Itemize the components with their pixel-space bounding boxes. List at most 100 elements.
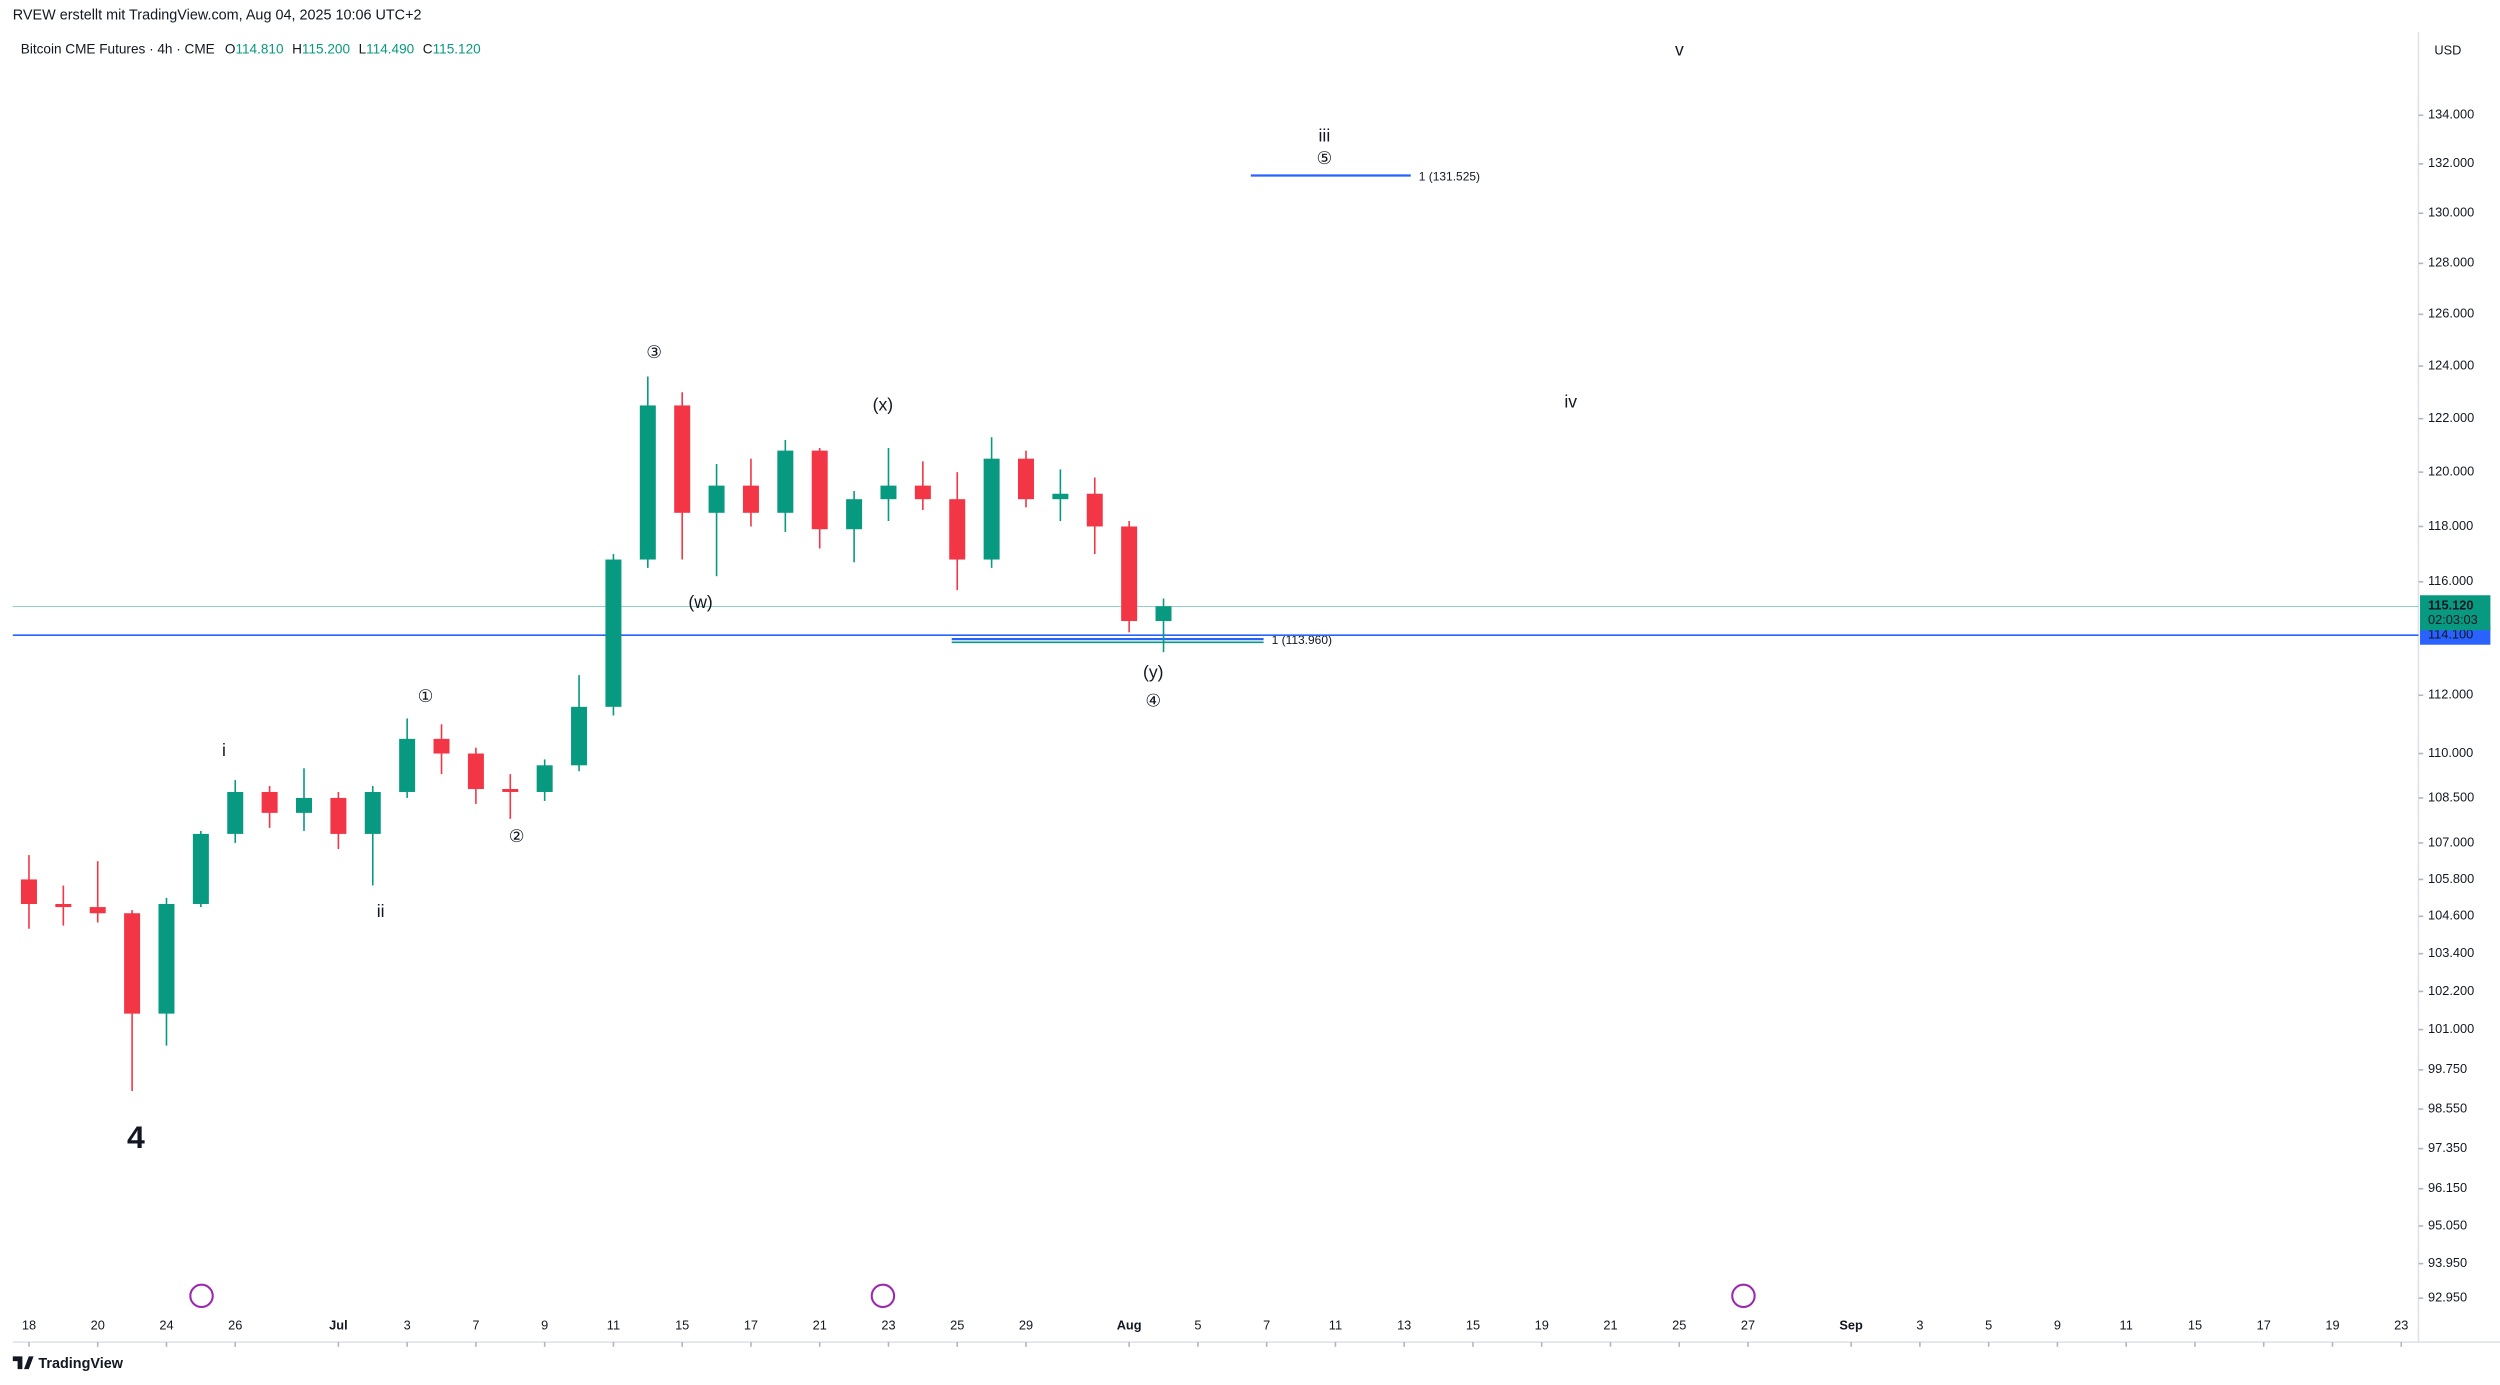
x-tick-label: 19 bbox=[2325, 1317, 2339, 1332]
candle-body bbox=[399, 738, 416, 792]
y-tick-label: 130.000 bbox=[2428, 205, 2474, 220]
candle-body bbox=[124, 913, 141, 1014]
y-tick-label: 101.000 bbox=[2428, 1021, 2474, 1036]
event-icon[interactable] bbox=[189, 1283, 214, 1309]
axis-tag bbox=[2420, 625, 2491, 645]
x-tick-label: 11 bbox=[1329, 1317, 1342, 1332]
y-tick-label: 107.000 bbox=[2428, 834, 2474, 849]
event-icon[interactable] bbox=[1731, 1283, 1756, 1309]
candle-body bbox=[1018, 458, 1034, 500]
wave-label: ④ bbox=[1145, 691, 1161, 711]
wave-label: (y) bbox=[1143, 662, 1164, 682]
x-tick-label: 11 bbox=[2120, 1317, 2133, 1332]
candle-body bbox=[502, 789, 519, 792]
candle-body bbox=[674, 405, 691, 513]
x-tick-label: 23 bbox=[2394, 1317, 2408, 1332]
wave-label: v bbox=[1675, 40, 1684, 60]
candle-body bbox=[571, 706, 588, 766]
logo-mark bbox=[12, 1356, 34, 1370]
wave-label: iv bbox=[1564, 391, 1577, 411]
candle-body bbox=[433, 738, 450, 754]
candle-body bbox=[880, 485, 897, 500]
wave-label: ① bbox=[418, 686, 434, 706]
x-tick-label: 18 bbox=[22, 1317, 36, 1332]
wave-label: (w) bbox=[688, 592, 712, 612]
y-tick-label: 103.400 bbox=[2428, 945, 2474, 960]
wave-label: 4 bbox=[127, 1119, 145, 1155]
last-price-tag bbox=[2420, 595, 2491, 631]
ohlc-value: 114.810 bbox=[235, 41, 283, 56]
candle-body bbox=[639, 405, 656, 560]
y-tick-label: 134.000 bbox=[2428, 107, 2474, 122]
candle-body bbox=[261, 791, 278, 813]
x-tick-label: 13 bbox=[1397, 1317, 1411, 1332]
attribution: RVEW erstellt mit TradingView.com, Aug 0… bbox=[13, 8, 422, 24]
x-tick-label: Jul bbox=[329, 1317, 347, 1332]
y-tick-label: 92.950 bbox=[2428, 1290, 2467, 1305]
x-tick-label: 25 bbox=[950, 1317, 964, 1332]
candle-body bbox=[1052, 493, 1069, 500]
candle-body bbox=[296, 797, 312, 813]
candle-body bbox=[330, 797, 347, 834]
x-tick-label: 20 bbox=[91, 1317, 105, 1332]
candle-body bbox=[605, 559, 622, 707]
x-tick-label: 9 bbox=[541, 1317, 548, 1332]
x-tick-label: 7 bbox=[472, 1317, 479, 1332]
y-tick-label: 95.050 bbox=[2428, 1217, 2467, 1232]
x-tick-label: Sep bbox=[1839, 1317, 1863, 1332]
x-tick-label: Aug bbox=[1117, 1317, 1142, 1332]
y-tick-label: 112.000 bbox=[2428, 687, 2473, 702]
ohlc-value: 115.120 bbox=[433, 41, 481, 56]
candle-body bbox=[846, 499, 863, 530]
candle-body bbox=[467, 753, 484, 790]
candle-body bbox=[914, 485, 931, 500]
event-icon[interactable] bbox=[870, 1283, 896, 1309]
x-tick-label: 23 bbox=[881, 1317, 895, 1332]
level-label: 1 (131.525) bbox=[1419, 169, 1480, 183]
wave-label: ⑤ bbox=[1316, 148, 1332, 168]
candle-body bbox=[811, 450, 828, 530]
x-tick-label: 26 bbox=[228, 1317, 242, 1332]
y-tick-label: 124.000 bbox=[2428, 357, 2474, 372]
x-tick-label: 27 bbox=[1741, 1317, 1755, 1332]
y-tick-label: 120.000 bbox=[2428, 464, 2474, 479]
logo: TradingView bbox=[12, 1356, 124, 1372]
brand: TradingView bbox=[38, 1356, 123, 1372]
y-tick-label: 97.350 bbox=[2428, 1140, 2467, 1155]
x-tick-label: 3 bbox=[404, 1317, 411, 1332]
candle-body bbox=[1155, 606, 1172, 622]
x-tick-label: 21 bbox=[1603, 1317, 1617, 1332]
wave-label: ii bbox=[377, 901, 385, 921]
ohlc-key: O bbox=[225, 41, 236, 56]
candle-body bbox=[949, 499, 966, 560]
ohlc-value: 115.200 bbox=[302, 41, 350, 56]
x-tick-label: 5 bbox=[1985, 1317, 1992, 1332]
y-tick-label: 96.150 bbox=[2428, 1180, 2467, 1195]
y-tick-label: 102.200 bbox=[2428, 983, 2474, 998]
ohlc-key: H bbox=[292, 41, 302, 56]
y-tick-label: 118.000 bbox=[2428, 518, 2473, 533]
ohlc-key: L bbox=[359, 41, 367, 56]
x-tick-label: 15 bbox=[1466, 1317, 1480, 1332]
last-price-label: 115.120 bbox=[2428, 598, 2473, 613]
candle-body bbox=[227, 791, 244, 834]
events[interactable] bbox=[189, 1283, 1756, 1309]
candle-body bbox=[536, 765, 553, 792]
x-tick-label: 29 bbox=[1019, 1317, 1033, 1332]
level-label: 1 (113.960) bbox=[1272, 633, 1332, 647]
x-tick-label: 24 bbox=[159, 1317, 173, 1332]
x-tick-label: 5 bbox=[1194, 1317, 1201, 1332]
y-tick-label: 105.800 bbox=[2428, 871, 2474, 886]
wave-label: ③ bbox=[646, 342, 662, 362]
ohlc-key: C bbox=[423, 41, 433, 56]
x-tick-label: 21 bbox=[813, 1317, 827, 1332]
candle-body bbox=[708, 485, 725, 513]
y-tick-label: 108.500 bbox=[2428, 789, 2474, 804]
y-tick-label: 116.000 bbox=[2428, 573, 2473, 588]
x-tick-label: 17 bbox=[2257, 1317, 2271, 1332]
legend-line: Bitcoin CME Futures · 4h · CME O114.810 … bbox=[21, 41, 481, 56]
y-tick-label: 104.600 bbox=[2428, 908, 2474, 923]
wave-label: ② bbox=[509, 826, 525, 846]
x-tick-label: 11 bbox=[607, 1317, 620, 1332]
